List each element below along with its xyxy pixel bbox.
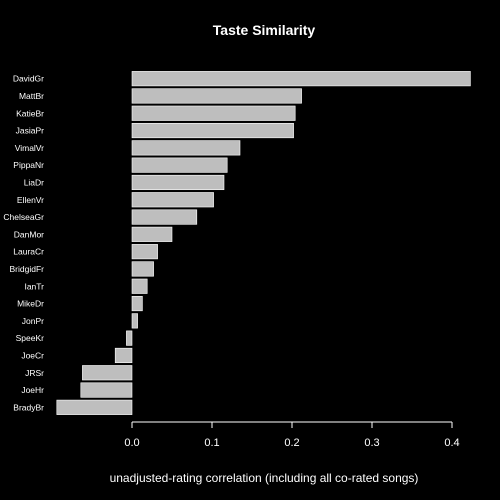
category-label: MikeDr bbox=[17, 299, 44, 309]
bar-pippanr bbox=[131, 157, 228, 173]
bar-ellenvr bbox=[131, 192, 214, 208]
category-label: DanMor bbox=[14, 229, 44, 239]
category-label: ChelseaGr bbox=[3, 212, 44, 222]
category-label: DavidGr bbox=[13, 74, 44, 84]
category-label: JoeHr bbox=[21, 385, 44, 395]
category-label: KatieBr bbox=[16, 108, 44, 118]
bar-iantr bbox=[131, 278, 148, 294]
bar-danmor bbox=[131, 226, 173, 242]
x-tick-label: 0.4 bbox=[444, 437, 459, 449]
x-tick-label: 0.1 bbox=[204, 437, 219, 449]
category-label: JoeCr bbox=[21, 350, 44, 360]
bar-katiebr bbox=[131, 105, 296, 121]
category-label: MattBr bbox=[19, 91, 44, 101]
category-label: BradyBr bbox=[13, 402, 44, 412]
bar-mikedr bbox=[131, 295, 143, 312]
bar-bridgidfr bbox=[131, 261, 154, 277]
category-label: JonPr bbox=[22, 316, 44, 326]
x-axis-label: unadjusted-rating correlation (including… bbox=[110, 471, 419, 485]
category-label: IanTr bbox=[24, 281, 44, 291]
category-label: EllenVr bbox=[17, 195, 44, 205]
category-label: VimalVr bbox=[15, 143, 44, 153]
x-tick-label: 0.3 bbox=[364, 437, 379, 449]
category-label: BridgidFr bbox=[10, 264, 45, 274]
category-label: LauraCr bbox=[13, 247, 44, 257]
x-tick-label: 0.2 bbox=[284, 437, 299, 449]
category-label: LiaDr bbox=[24, 177, 44, 187]
category-label: PippaNr bbox=[13, 160, 44, 170]
category-label: JasiaPr bbox=[16, 126, 45, 136]
bar-speekr bbox=[126, 330, 133, 346]
chart-title: Taste Similarity bbox=[213, 22, 316, 38]
bar-jrsr bbox=[82, 365, 133, 381]
bar-bradybr bbox=[56, 399, 133, 415]
bar-jonpr bbox=[131, 313, 138, 329]
bar-liadr bbox=[131, 174, 225, 191]
bar-mattbr bbox=[131, 88, 302, 104]
bar-davidgr bbox=[131, 71, 471, 87]
bar-joehr bbox=[80, 382, 133, 398]
bar-lauracr bbox=[131, 244, 158, 260]
plot-area: DavidGr MattBr KatieBr JasiaPr VimalVr PippaN… bbox=[3, 71, 471, 415]
category-label: JRSr bbox=[25, 368, 44, 378]
bar-vimalvr bbox=[131, 140, 241, 156]
category-label: SpeeKr bbox=[16, 333, 45, 343]
x-axis: 0.0 0.1 0.2 0.3 0.4 bbox=[124, 421, 460, 449]
bar-chelseagr bbox=[131, 209, 198, 225]
x-tick-label: 0.0 bbox=[124, 437, 139, 449]
bar-jasiapr bbox=[131, 122, 294, 139]
bar-joecr bbox=[114, 347, 133, 364]
